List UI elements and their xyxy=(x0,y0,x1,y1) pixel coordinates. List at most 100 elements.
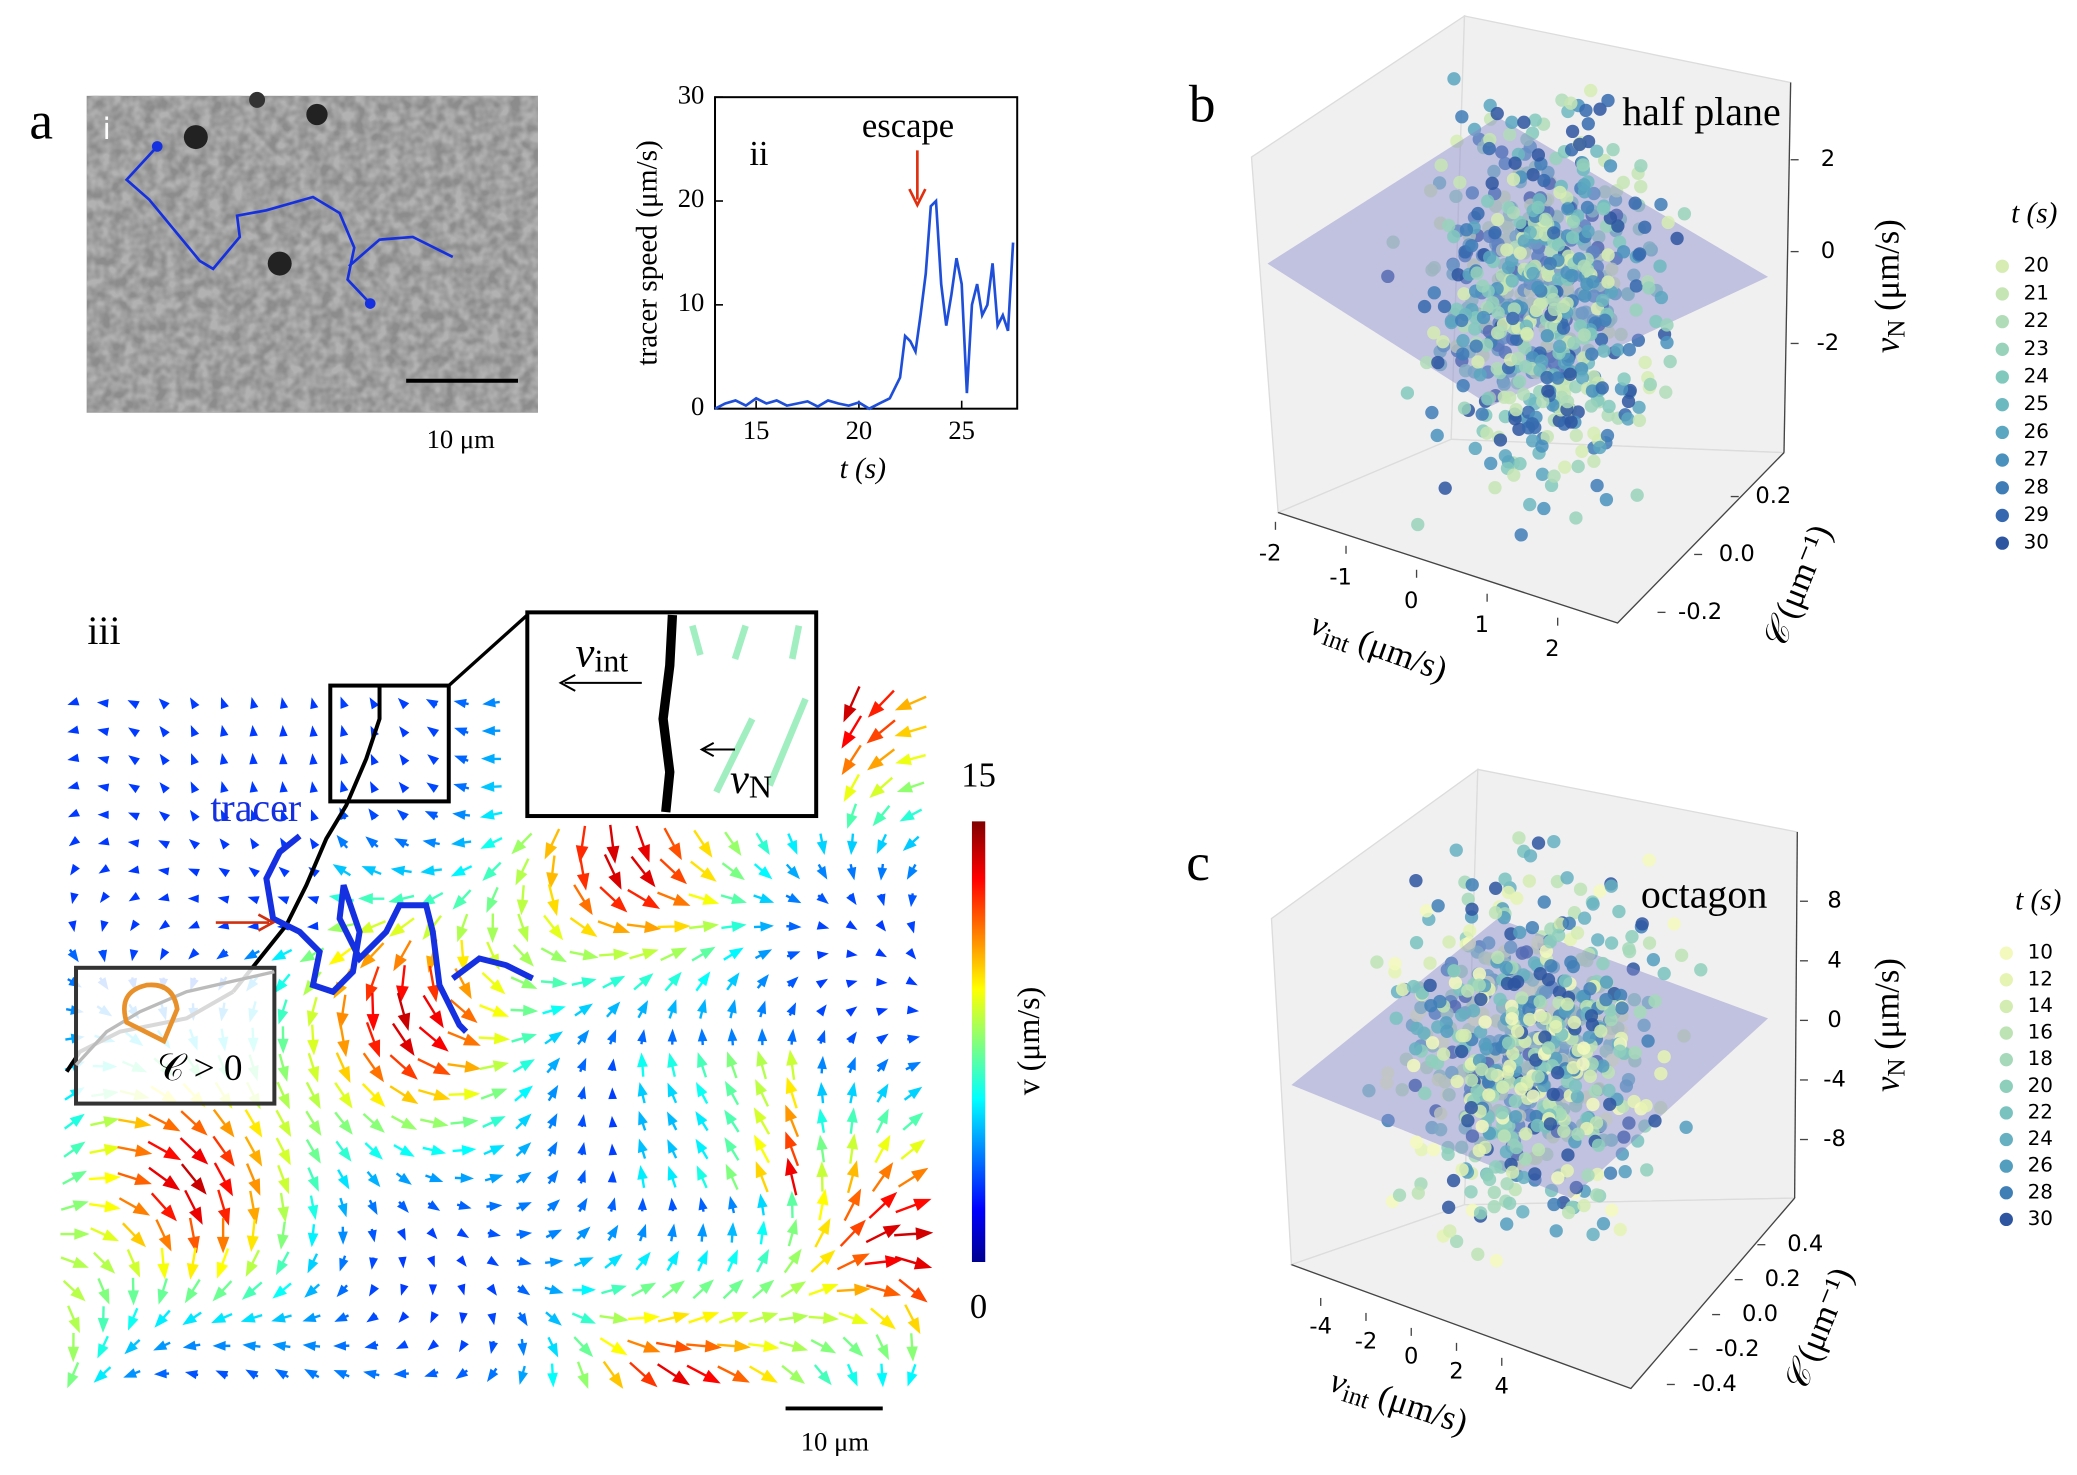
scatter-point xyxy=(1512,831,1526,845)
scatter-point xyxy=(1522,1002,1536,1017)
field-arrow xyxy=(63,1141,86,1158)
field-arrow xyxy=(753,1134,770,1164)
scatter-point xyxy=(1551,238,1566,252)
scatter-point xyxy=(1388,957,1402,971)
scatter-point xyxy=(1659,385,1673,399)
field-arrow xyxy=(250,837,260,850)
field-arrow xyxy=(366,1311,379,1323)
scatter-point xyxy=(1436,1035,1450,1050)
scatter-point xyxy=(1514,528,1528,542)
scatter-point xyxy=(1449,1234,1464,1249)
inset-arrows xyxy=(689,624,809,794)
field-arrow xyxy=(846,949,858,958)
scatter-point xyxy=(1553,339,1567,354)
scatter-point xyxy=(1637,1018,1651,1032)
scatter-point xyxy=(1657,1050,1671,1064)
field-arrow xyxy=(843,1188,862,1222)
field-arrow xyxy=(899,808,923,822)
field-arrow xyxy=(211,1312,233,1324)
scatter-point xyxy=(1599,992,1613,1007)
scatter-point xyxy=(1595,293,1610,308)
field-arrow xyxy=(633,973,654,991)
symbol: v xyxy=(730,756,749,803)
scatter-point xyxy=(1638,355,1652,370)
scatter-point xyxy=(1565,230,1580,245)
scatter-point xyxy=(1598,313,1612,327)
field-arrow xyxy=(426,1227,438,1240)
field-arrow xyxy=(368,808,379,821)
scatter-point xyxy=(1531,200,1545,215)
field-arrow xyxy=(398,1256,407,1269)
scatter-point xyxy=(1613,988,1628,1003)
field-arrow xyxy=(544,828,561,860)
field-arrow xyxy=(516,1229,533,1240)
scatter-point xyxy=(1471,355,1485,369)
scatter-point xyxy=(1634,159,1648,173)
field-arrow xyxy=(215,1370,229,1380)
field-arrow xyxy=(905,947,917,960)
field-arrow xyxy=(864,1255,903,1268)
scatter-point xyxy=(1497,1129,1511,1143)
field-arrow xyxy=(309,837,320,850)
field-arrow xyxy=(68,836,81,847)
scatter-point xyxy=(1512,374,1527,389)
y-tick-label: 0.0 xyxy=(1719,541,1755,567)
field-arrow xyxy=(339,1255,349,1272)
field-arrow xyxy=(876,1033,889,1045)
field-arrow xyxy=(389,1054,418,1080)
scatter-point xyxy=(1622,343,1636,357)
scatter-point xyxy=(1455,313,1469,328)
field-arrow xyxy=(427,965,440,1003)
scatter-point xyxy=(1482,250,1497,264)
field-arrow xyxy=(430,1311,439,1324)
field-arrow xyxy=(399,754,410,766)
scatter-point xyxy=(1526,1089,1540,1103)
field-arrow xyxy=(147,1140,182,1161)
scatter-point xyxy=(1506,172,1521,187)
scatter-point xyxy=(1594,1024,1608,1038)
field-arrow xyxy=(517,1284,531,1296)
field-arrow xyxy=(126,1249,141,1278)
field-arrow xyxy=(212,1108,235,1138)
field-arrow xyxy=(118,1197,151,1216)
field-arrow xyxy=(638,1110,648,1131)
scatter-point xyxy=(1575,444,1589,458)
field-arrow xyxy=(243,949,260,960)
field-arrow xyxy=(420,1116,449,1129)
field-arrow xyxy=(159,782,170,794)
scatter-point xyxy=(1411,517,1425,532)
field-arrow xyxy=(547,1169,559,1185)
field-arrow xyxy=(97,755,110,765)
scatter-point xyxy=(1425,1036,1440,1050)
field-arrow xyxy=(400,1283,409,1296)
field-arrow xyxy=(216,1248,230,1279)
legend-label: 28 xyxy=(2028,1179,2053,1203)
field-arrow xyxy=(786,951,801,961)
scatter-point xyxy=(1362,1084,1376,1098)
scatter-point xyxy=(1472,1143,1486,1158)
field-arrow xyxy=(816,1188,829,1221)
field-arrow xyxy=(690,860,717,882)
scatter-point xyxy=(1462,936,1477,950)
field-arrow xyxy=(422,1144,447,1156)
scatter-point xyxy=(1406,1058,1421,1073)
scatter-point xyxy=(1471,206,1485,221)
field-arrow xyxy=(629,948,659,960)
field-arrow xyxy=(97,1278,110,1305)
scatter-point xyxy=(1442,935,1456,949)
scatter-point xyxy=(1488,881,1503,895)
scatter-point xyxy=(1514,1082,1528,1096)
scatter-point xyxy=(1427,326,1441,340)
symbol: v xyxy=(1868,1076,1906,1092)
field-arrow xyxy=(655,1340,692,1353)
scatter-point xyxy=(1540,370,1554,385)
field-arrow xyxy=(67,1305,80,1334)
field-arrow xyxy=(189,809,200,822)
particle xyxy=(183,125,208,150)
field-arrow xyxy=(817,1055,827,1074)
scatter-point xyxy=(1590,144,1604,158)
field-arrow xyxy=(187,894,199,903)
scatter-point xyxy=(1549,1019,1563,1034)
legend-title: t (s) xyxy=(2015,884,2061,916)
